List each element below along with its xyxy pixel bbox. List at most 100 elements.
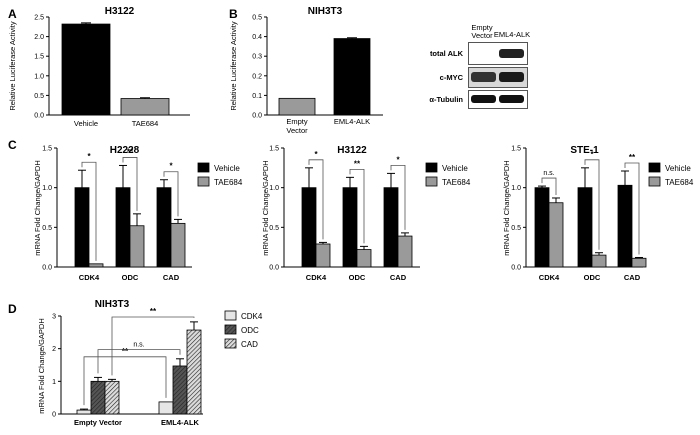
y-tick-label-A: 0.5 (34, 93, 44, 100)
legend-swatch-D (224, 310, 237, 321)
y-axis-label-C3: mRNA Fold Change/GAPDH (502, 160, 511, 255)
x-category-label-C3: ODC (584, 273, 601, 282)
bar-C1-TAE684-CAD (170, 222, 186, 268)
legend-label-D: CAD (241, 340, 258, 349)
bar-D-CDK4-EML4-ALK (158, 401, 174, 415)
legend-swatch-D (224, 324, 237, 335)
band-tubulin-eml4 (499, 95, 524, 103)
significance-bracket-D (83, 356, 167, 406)
significance-bracket-C1 (163, 171, 179, 217)
legend-swatch-C1 (197, 162, 210, 173)
y-tick-label-A: 2.0 (34, 34, 44, 41)
bar-C3-TAE684-CAD (631, 257, 647, 268)
legend-label-C1: TAE684 (214, 178, 243, 187)
bar-A-0 (61, 23, 111, 116)
x-category-label-C1: CAD (163, 273, 180, 282)
legend-label-C3: Vehicle (665, 164, 691, 173)
bar-C2-Vehicle-CDK4 (301, 187, 317, 268)
y-tick-label-B: 0.3 (252, 54, 262, 61)
bar-C3-TAE684-ODC (591, 254, 607, 268)
x-category-label-A: TAE684 (132, 119, 159, 128)
significance-label-C2: ** (354, 159, 361, 168)
bar-B-1 (333, 38, 371, 116)
y-tick-label-B: 0.1 (252, 93, 262, 100)
x-category-label-C1: ODC (122, 273, 139, 282)
x-category-label-C2: CAD (390, 273, 407, 282)
significance-label-C3: n.s. (543, 170, 554, 177)
significance-label-C1: ** (127, 147, 134, 156)
significance-bracket-D (111, 316, 195, 376)
y-tick-label-B: 0.2 (252, 73, 262, 80)
bar-C1-Vehicle-CAD (156, 187, 172, 268)
bar-D-CDK4-Empty Vector (76, 409, 92, 415)
panel-letter-d: D (8, 302, 17, 316)
bar-D-ODC-Empty Vector (90, 380, 106, 415)
chart-title-A: H3122 (105, 6, 135, 17)
significance-bracket-C1 (122, 157, 138, 211)
band-c-myc-eml4 (499, 72, 524, 82)
significance-label-D: ** (122, 347, 129, 356)
bar-C3-Vehicle-CDK4 (534, 187, 550, 268)
significance-bracket-D (97, 349, 181, 374)
y-tick-label-A: 1.5 (34, 54, 44, 61)
legend-label-C2: Vehicle (442, 164, 468, 173)
legend-label-C2: TAE684 (442, 178, 471, 187)
bar-A-1 (120, 98, 170, 116)
y-axis-label-C2: mRNA Fold Change/GAPDH (261, 160, 270, 255)
y-tick-label-C2: 0.5 (269, 225, 279, 232)
significance-bracket-C2 (349, 168, 365, 244)
y-tick-label-A: 1.0 (34, 73, 44, 80)
legend-label-D: ODC (241, 326, 259, 335)
x-category-label-B: Empty (286, 117, 308, 126)
blot-column-header: Empty (471, 23, 493, 32)
y-tick-label-B: 0.4 (252, 34, 262, 41)
y-tick-label-C1: 1.5 (42, 146, 52, 153)
blot-row-label: c-MYC (440, 73, 464, 82)
blot-column-header: Vector (471, 31, 493, 40)
bar-C2-Vehicle-ODC (342, 187, 358, 268)
y-axis-label-C1: mRNA Fold Change/GAPDH (33, 160, 42, 255)
panel-letter-b: B (229, 7, 238, 21)
y-tick-label-A: 2.5 (34, 15, 44, 22)
significance-bracket-C2 (390, 164, 406, 230)
band-tubulin-empty (471, 95, 496, 103)
x-category-label-B: EML4-ALK (334, 117, 370, 126)
y-tick-label-D: 2 (52, 346, 56, 353)
significance-bracket-C3 (584, 159, 600, 250)
bar-D-CAD-EML4-ALK (186, 329, 202, 415)
band-c-myc-empty (471, 72, 496, 82)
panel-letter-c: C (8, 138, 17, 152)
legend-label-D: CDK4 (241, 312, 263, 321)
bar-C1-TAE684-CDK4 (88, 263, 104, 268)
blot-row-label: total ALK (430, 49, 464, 58)
legend-label-C3: TAE684 (665, 178, 694, 187)
legend-swatch-C3 (648, 162, 661, 173)
significance-bracket-C3 (541, 177, 557, 195)
significance-label-C3: * (590, 150, 594, 159)
x-category-label-C1: CDK4 (79, 273, 100, 282)
bar-B-0 (278, 97, 316, 116)
significance-label-C2: * (396, 155, 400, 164)
y-tick-label-D: 1 (52, 379, 56, 386)
y-tick-label-D: 0 (52, 412, 56, 419)
legend-swatch-C1 (197, 176, 210, 187)
y-tick-label-B: 0.5 (252, 15, 262, 22)
y-tick-label-C3: 0.5 (511, 225, 521, 232)
y-tick-label-C3: 0.0 (511, 265, 521, 272)
x-category-label-C2: CDK4 (306, 273, 327, 282)
y-tick-label-C1: 1.0 (42, 185, 52, 192)
y-tick-label-A: 0.0 (34, 113, 44, 120)
x-category-label-C2: ODC (349, 273, 366, 282)
bar-C2-TAE684-CAD (397, 235, 413, 268)
legend-swatch-C3 (648, 176, 661, 187)
blot-lane-total-alk (468, 42, 528, 65)
y-tick-label-C2: 1.0 (269, 185, 279, 192)
legend-swatch-C2 (425, 176, 438, 187)
chart-title-B: NIH3T3 (308, 6, 343, 17)
bar-C3-Vehicle-ODC (577, 187, 593, 268)
blot-lane-tubulin (468, 90, 528, 109)
significance-label-C3: ** (629, 153, 636, 162)
bar-C2-TAE684-ODC (356, 249, 372, 268)
bar-C3-Vehicle-CAD (617, 184, 633, 268)
